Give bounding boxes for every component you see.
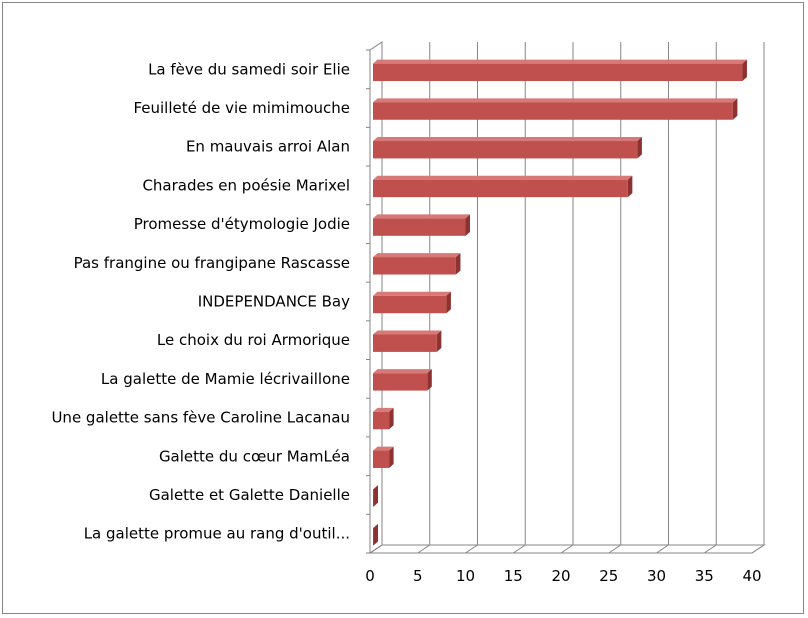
bar-top <box>373 59 747 64</box>
x-tick-label: 0 <box>365 567 375 585</box>
x-tick-label: 25 <box>599 567 618 585</box>
bar-top <box>373 485 378 490</box>
bar-side <box>455 253 461 275</box>
category-label: La galette promue au rang d'outil... <box>84 525 350 543</box>
x-tick-label: 5 <box>413 567 423 585</box>
bar <box>373 63 743 82</box>
category-label: INDEPENDANCE Bay <box>198 293 350 311</box>
x-tick-label: 15 <box>504 567 523 585</box>
bar-side <box>446 291 451 314</box>
x-tick-label: 20 <box>551 567 570 585</box>
bar-top <box>373 407 394 412</box>
bar-top <box>373 98 738 103</box>
category-label: Galette et Galette Danielle <box>149 486 350 504</box>
bar-top <box>373 369 432 374</box>
category-label: Pas frangine ou frangipane Rascasse <box>74 254 350 272</box>
bar-side <box>373 485 378 507</box>
bar-side <box>465 214 470 236</box>
bar-side <box>389 407 394 430</box>
bar-side <box>373 523 378 546</box>
bar-side <box>742 59 747 82</box>
bar <box>373 102 733 120</box>
category-label: Feuilleté de vie mimimouche <box>133 99 350 117</box>
gridline-floor <box>703 544 717 554</box>
bar <box>373 411 390 430</box>
bar-side <box>389 446 394 468</box>
bar-top <box>373 291 451 296</box>
bar-side <box>732 98 738 120</box>
bar <box>373 527 374 546</box>
bar <box>373 179 628 198</box>
bar <box>373 373 428 391</box>
gridline-floor <box>751 544 765 554</box>
category-label: Charades en poésie Marixel <box>142 176 350 194</box>
x-tick-label: 10 <box>456 567 475 585</box>
bar-top <box>373 253 461 258</box>
bar <box>373 141 638 159</box>
gridline-floor <box>608 544 622 554</box>
gridline-floor <box>560 544 574 554</box>
bar-top <box>373 330 442 335</box>
gridline-floor <box>656 544 669 554</box>
x-tick-label: 40 <box>742 567 761 585</box>
bar-side <box>627 175 633 198</box>
gridline-floor <box>369 544 383 554</box>
bar <box>373 489 374 507</box>
bar <box>373 257 456 275</box>
category-label: Promesse d'étymologie Jodie <box>134 215 350 233</box>
gridline-floor <box>512 544 526 554</box>
bar-side <box>427 369 432 391</box>
category-label: La fève du samedi soir Elie <box>148 60 350 78</box>
bar-top <box>373 214 470 219</box>
bar-top <box>373 137 642 142</box>
bar-side <box>436 330 442 352</box>
bar-side <box>637 137 642 159</box>
gridline-floor <box>465 544 478 554</box>
bar <box>373 218 466 236</box>
category-label: Galette du cœur MamLéa <box>159 447 350 465</box>
category-label: En mauvais arroi Alan <box>186 138 350 156</box>
bar-top <box>373 446 394 451</box>
category-label: Une galette sans fève Caroline Lacanau <box>51 409 350 427</box>
gridline-floor <box>417 544 431 554</box>
x-tick-label: 35 <box>695 567 714 585</box>
category-label: La galette de Mamie lécrivaillone <box>101 370 350 388</box>
x-tick-label: 30 <box>647 567 666 585</box>
bar-top <box>373 523 378 528</box>
category-label: Le choix du roi Armorique <box>157 331 350 349</box>
bar <box>373 334 437 352</box>
bar <box>373 450 390 468</box>
bar <box>373 295 447 314</box>
bar-top <box>373 175 633 180</box>
